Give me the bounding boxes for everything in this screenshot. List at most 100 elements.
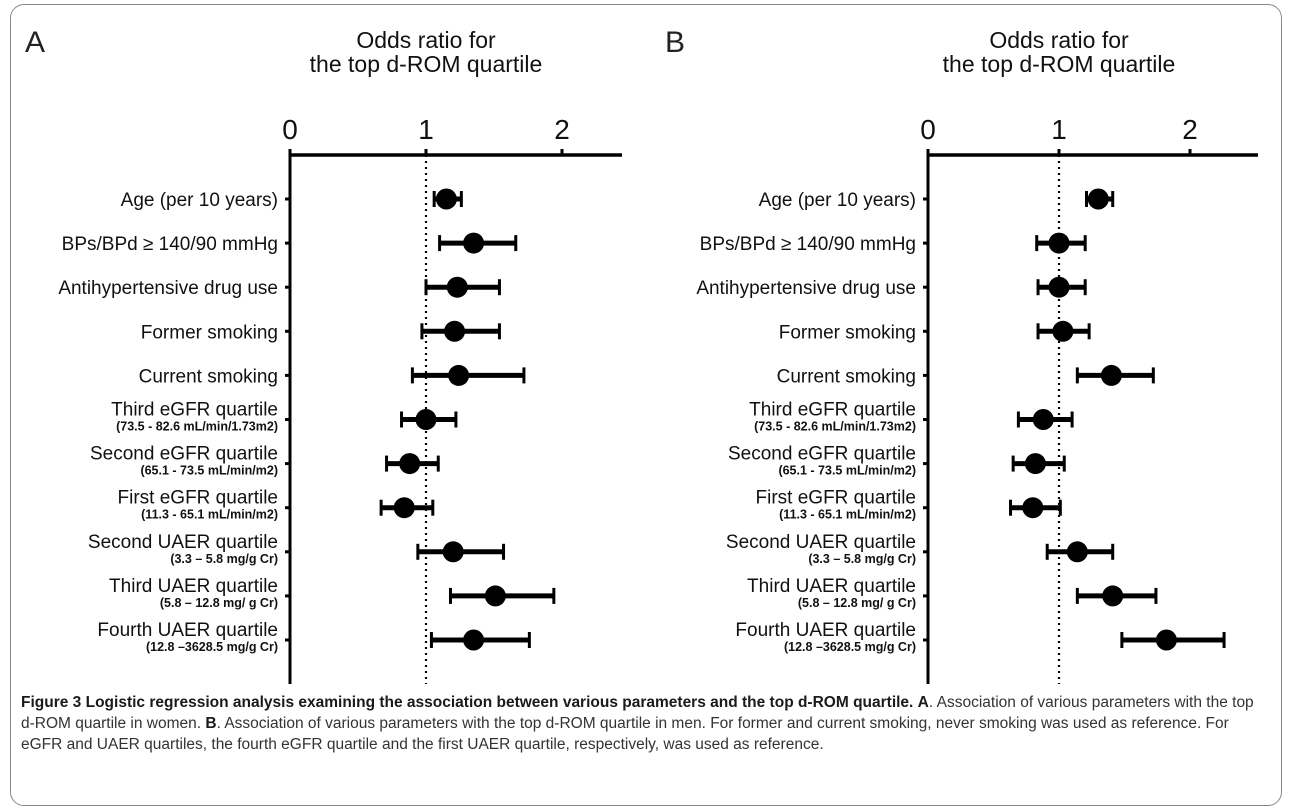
odds-ratio-point (1100, 364, 1122, 386)
forest-row: Age (per 10 years) (121, 188, 463, 211)
row-label: Antihypertensive drug use (58, 278, 278, 299)
row-label: BPs/BPd ≥ 140/90 mmHg (62, 234, 278, 255)
row-sublabel: (65.1 - 73.5 mL/min/m2) (140, 464, 278, 478)
odds-ratio-point (1022, 497, 1044, 519)
forest-row: First eGFR quartile(11.3 - 65.1 mL/min/m… (756, 488, 1062, 522)
forest-row: Third UAER quartile(5.8 – 12.8 mg/ g Cr) (747, 576, 1158, 610)
axis-title-line: the top d-ROM quartile (310, 51, 543, 77)
row-label: Age (per 10 years) (121, 190, 278, 211)
x-tick-label: 1 (418, 114, 434, 145)
forest-row: Former smoking (141, 320, 501, 343)
x-tick-label: 2 (1182, 114, 1198, 145)
row-sublabel: (12.8 –3628.5 mg/g Cr) (146, 640, 278, 654)
axis-title-line: Odds ratio for (356, 27, 496, 53)
x-tick-label: 1 (1051, 114, 1067, 145)
row-sublabel: (3.3 – 5.8 mg/g Cr) (170, 552, 278, 566)
forest-row: Current smoking (139, 364, 526, 387)
forest-row: Third eGFR quartile(73.5 - 82.6 mL/min/1… (749, 400, 1074, 434)
forest-row: Second UAER quartile(3.3 – 5.8 mg/g Cr) (726, 532, 1115, 566)
forest-row: Antihypertensive drug use (58, 276, 501, 299)
row-label: Second UAER quartile (726, 532, 916, 553)
odds-ratio-point (1032, 409, 1054, 430)
row-label: Age (per 10 years) (759, 190, 916, 211)
odds-ratio-point (1087, 188, 1109, 210)
forest-row: First eGFR quartile(11.3 - 65.1 mL/min/m… (118, 488, 435, 522)
odds-ratio-point (415, 409, 437, 430)
forest-row: Age (per 10 years) (759, 188, 1115, 211)
forest-row: Second eGFR quartile(65.1 - 73.5 mL/min/… (90, 444, 440, 478)
row-sublabel: (11.3 - 65.1 mL/min/m2) (779, 508, 916, 522)
caption-part-a-label: A (917, 694, 929, 711)
forest-row: Fourth UAER quartile(12.8 –3628.5 mg/g C… (97, 620, 531, 654)
x-tick-label: 0 (282, 114, 298, 145)
row-label: Second eGFR quartile (90, 444, 278, 465)
row-label: First eGFR quartile (756, 488, 916, 509)
row-label: Third UAER quartile (747, 576, 916, 597)
row-label: Antihypertensive drug use (696, 278, 916, 299)
odds-ratio-point (1155, 629, 1177, 651)
odds-ratio-point (463, 232, 485, 254)
odds-ratio-point (442, 541, 464, 563)
row-label: Third eGFR quartile (749, 400, 916, 421)
row-label: First eGFR quartile (118, 488, 278, 509)
odds-ratio-point (1102, 585, 1124, 607)
odds-ratio-point (1024, 453, 1046, 475)
row-sublabel: (5.8 – 12.8 mg/ g Cr) (160, 596, 278, 610)
caption-title: Logistic regression analysis examining t… (85, 694, 914, 711)
odds-ratio-point (444, 320, 466, 342)
forest-row: BPs/BPd ≥ 140/90 mmHg (62, 232, 518, 255)
odds-ratio-point (1066, 541, 1088, 563)
caption-part-a-text: . Association of various parameters with… (21, 694, 1254, 732)
row-label: Second UAER quartile (88, 532, 278, 553)
forest-row: Current smoking (777, 364, 1155, 387)
row-sublabel: (11.3 - 65.1 mL/min/m2) (141, 508, 278, 522)
caption-figure-label: Figure 3 (21, 694, 82, 711)
row-label: Second eGFR quartile (728, 444, 916, 465)
odds-ratio-point (484, 585, 506, 607)
row-sublabel: (3.3 – 5.8 mg/g Cr) (808, 552, 916, 566)
row-label: BPs/BPd ≥ 140/90 mmHg (700, 234, 916, 255)
forest-row: Second eGFR quartile(65.1 - 73.5 mL/min/… (728, 444, 1066, 478)
odds-ratio-point (1052, 320, 1074, 342)
odds-ratio-point (399, 453, 421, 475)
row-label: Third UAER quartile (109, 576, 278, 597)
figure-caption: Figure 3 Logistic regression analysis ex… (21, 692, 1271, 755)
odds-ratio-point (1048, 232, 1070, 254)
odds-ratio-point (435, 188, 457, 210)
forest-row: Former smoking (779, 320, 1091, 343)
row-sublabel: (5.8 – 12.8 mg/ g Cr) (798, 596, 916, 610)
axis-title-line: Odds ratio for (989, 27, 1129, 53)
x-tick-label: 0 (920, 114, 936, 145)
panel-label: A (25, 26, 45, 59)
forest-row: Fourth UAER quartile(12.8 –3628.5 mg/g C… (735, 620, 1226, 654)
forest-row: Third eGFR quartile(73.5 - 82.6 mL/min/1… (111, 400, 458, 434)
caption-part-b-label: B (205, 715, 217, 732)
row-label: Former smoking (779, 322, 916, 343)
caption-part-b-text: . Association of various parameters with… (21, 715, 1229, 753)
odds-ratio-point (393, 497, 415, 519)
row-label: Fourth UAER quartile (735, 620, 916, 641)
panel-label: B (665, 26, 685, 59)
forest-row: Antihypertensive drug use (696, 276, 1087, 299)
row-label: Third eGFR quartile (111, 400, 278, 421)
row-sublabel: (12.8 –3628.5 mg/g Cr) (784, 640, 916, 654)
odds-ratio-point (1048, 276, 1070, 298)
forest-row: Third UAER quartile(5.8 – 12.8 mg/ g Cr) (109, 576, 556, 610)
forest-row: Second UAER quartile(3.3 – 5.8 mg/g Cr) (88, 532, 506, 566)
row-label: Fourth UAER quartile (97, 620, 278, 641)
odds-ratio-point (448, 364, 470, 386)
row-label: Current smoking (139, 366, 278, 387)
row-sublabel: (65.1 - 73.5 mL/min/m2) (778, 464, 916, 478)
row-sublabel: (73.5 - 82.6 mL/min/1.73m2) (754, 420, 916, 434)
x-tick-label: 2 (554, 114, 570, 145)
forest-row: BPs/BPd ≥ 140/90 mmHg (700, 232, 1087, 255)
odds-ratio-point (463, 629, 485, 651)
row-label: Former smoking (141, 322, 278, 343)
odds-ratio-point (446, 276, 468, 298)
row-sublabel: (73.5 - 82.6 mL/min/1.73m2) (116, 420, 278, 434)
row-label: Current smoking (777, 366, 916, 387)
figure-frame (10, 4, 1282, 806)
